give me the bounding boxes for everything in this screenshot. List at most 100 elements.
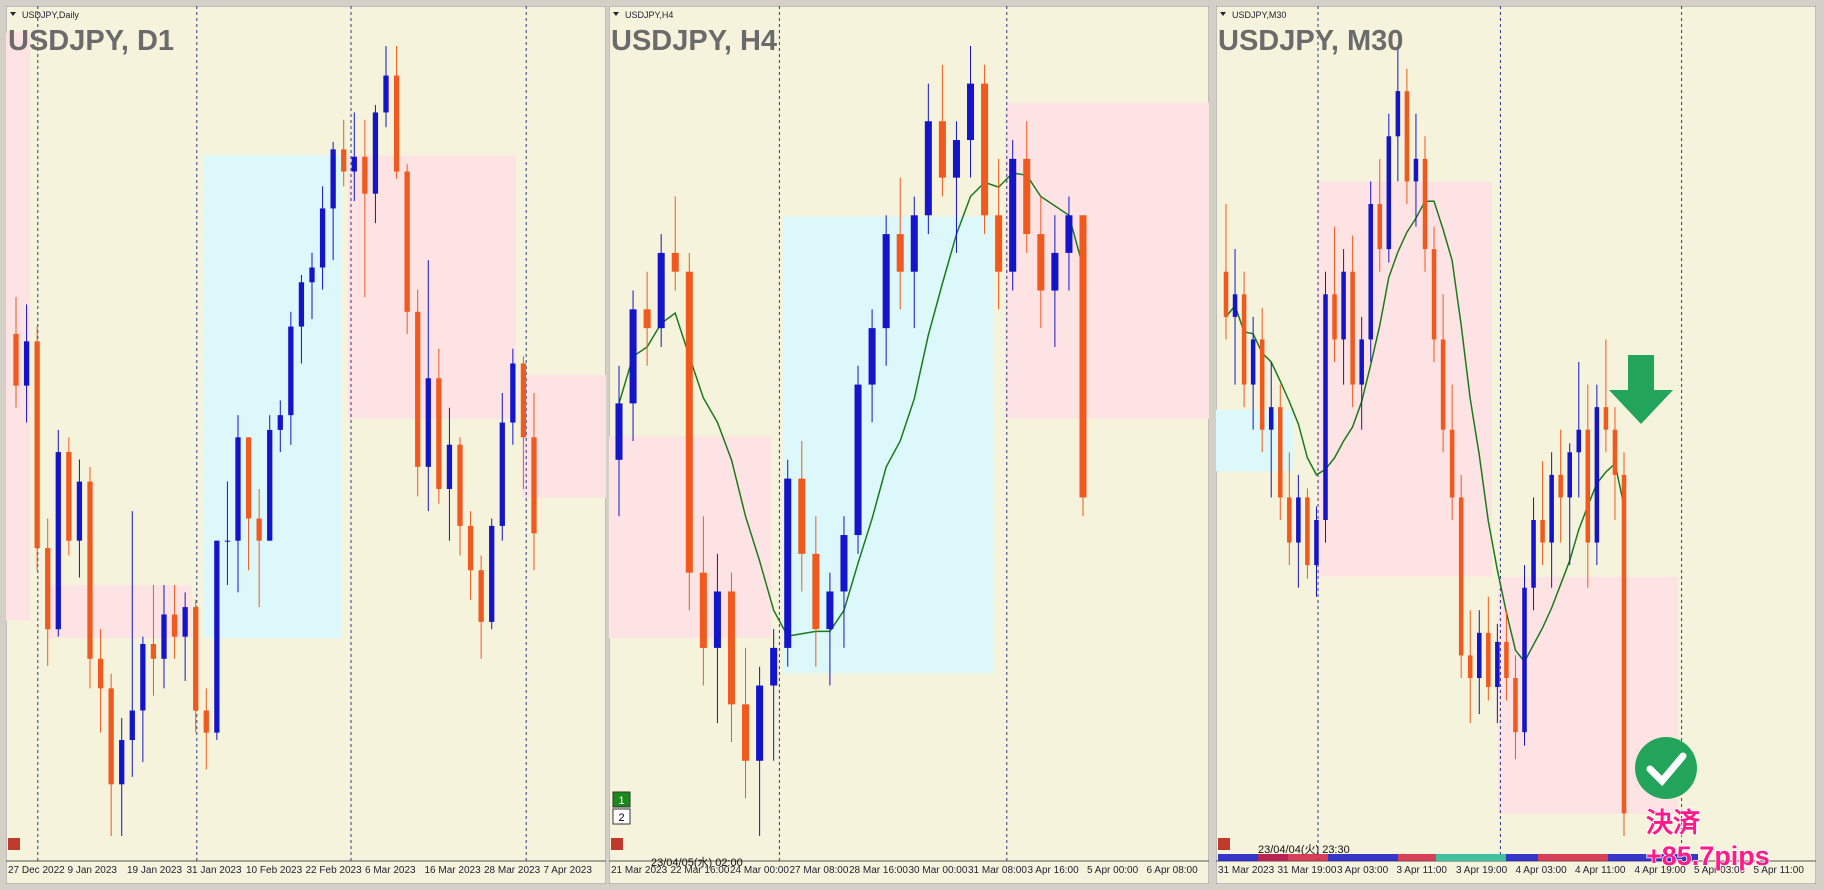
candle-body — [896, 234, 904, 272]
candle-body — [45, 548, 51, 630]
candle-body — [1477, 632, 1482, 678]
candle-body — [671, 252, 679, 272]
x-tick-label: 3 Apr 16:00 — [1028, 865, 1080, 876]
candle-body — [1287, 497, 1292, 543]
candle-body — [1065, 215, 1073, 253]
candle-body — [362, 156, 368, 194]
candle-body — [1603, 407, 1609, 430]
candle-body — [1594, 407, 1600, 543]
candle-body — [150, 644, 157, 659]
status-strip — [1538, 854, 1608, 861]
x-tick-label: 31 Mar 08:00 — [968, 865, 1027, 876]
candle-body — [615, 403, 623, 460]
candle-body — [415, 311, 421, 467]
zone — [6, 32, 30, 621]
x-tick-label: 27 Mar 08:00 — [790, 865, 849, 876]
candle-body — [34, 341, 40, 549]
annotation: +85.7pips — [1646, 841, 1770, 871]
button[interactable] — [612, 791, 631, 808]
candle-body — [798, 478, 806, 554]
chart: USDJPY,H4 USDJPY, H4 21 Mar 2023 22 Mar 16:… — [608, 5, 1210, 885]
candle-body — [1422, 158, 1428, 250]
candle-body — [425, 378, 431, 467]
candle-body — [1431, 249, 1437, 340]
candle-body — [489, 525, 495, 622]
toolbar-icon — [1218, 838, 1230, 850]
candle-body — [119, 740, 125, 785]
candle-body — [224, 540, 231, 542]
candle-body — [854, 384, 862, 536]
candle-body — [499, 422, 505, 526]
x-tick-label: 5 Apr 11:00 — [1754, 865, 1805, 876]
candle-body — [812, 553, 820, 630]
chart-title: USDJPY, M30 — [1218, 25, 1403, 57]
candle-body — [1540, 520, 1545, 543]
chart: USDJPY,M30 USDJPY, M30 31 Mar 2023 31 Mar 1… — [1215, 5, 1817, 885]
candle-body — [1359, 339, 1364, 385]
x-tick-label: 4 Apr 03:00 — [1516, 865, 1568, 876]
candle-body — [1449, 429, 1455, 498]
candle-body — [1350, 271, 1355, 385]
check-mark — [1646, 752, 1687, 787]
candle-body — [404, 171, 410, 312]
status-strip — [1398, 854, 1468, 861]
chart-header: USDJPY,H4 — [625, 10, 673, 20]
candle-body — [1585, 429, 1591, 543]
button[interactable] — [612, 808, 631, 825]
candle-body — [1314, 520, 1319, 566]
candle-body — [685, 271, 693, 573]
candle-body — [629, 309, 637, 404]
x-tick-label: 3 Apr 11:00 — [1397, 865, 1448, 876]
timestamp: 23/04/05(水) 02:00 — [651, 856, 743, 869]
candle-body — [924, 121, 932, 216]
candle-body — [531, 437, 537, 534]
annotation: 決済 — [1646, 807, 1701, 838]
candle-body — [309, 267, 315, 283]
candle-body — [1305, 497, 1310, 566]
x-tick-label: 31 Mar 19:00 — [1278, 865, 1337, 876]
candle-body — [882, 234, 890, 329]
signal-arrow — [1609, 355, 1673, 424]
candle-body — [1495, 641, 1500, 688]
candle-body — [1259, 339, 1265, 430]
candle-body — [393, 75, 400, 172]
candle-body — [1513, 678, 1518, 733]
candle-body — [478, 570, 484, 622]
candle-body — [1621, 474, 1627, 814]
status-strip — [1328, 854, 1398, 861]
candle-body — [256, 518, 262, 541]
candle-body — [1079, 215, 1087, 498]
candle-body — [182, 607, 188, 637]
candle-body — [383, 75, 389, 113]
candle-body — [267, 429, 273, 541]
chart: USDJPY,Daily USDJPY, D1 27 Dec 2022 9 Jan 2… — [5, 5, 607, 885]
candle-body — [1440, 339, 1446, 430]
candle-body — [1467, 655, 1473, 678]
chart-title: USDJPY, H4 — [611, 25, 777, 57]
x-tick-label: 16 Mar 2023 — [425, 865, 482, 876]
candle-body — [770, 647, 778, 686]
candle-body — [520, 363, 527, 438]
button-label[interactable]: 1 — [618, 795, 624, 807]
candle-body — [1332, 294, 1337, 340]
x-tick-label: 30 Mar 00:00 — [909, 865, 968, 876]
candle-body — [784, 478, 792, 648]
candle-body — [713, 591, 721, 648]
candle-body — [288, 326, 294, 416]
candle-body — [643, 309, 651, 329]
timestamp: 23/04/04(火) 23:30 — [1258, 844, 1350, 856]
x-tick-label: 4 Apr 11:00 — [1575, 865, 1626, 876]
candle-body — [1558, 474, 1563, 498]
button-label[interactable]: 2 — [618, 812, 624, 824]
candle-body — [1341, 271, 1346, 340]
x-tick-label: 28 Mar 2023 — [484, 865, 541, 876]
candle-body — [1296, 497, 1301, 543]
status-strip — [1436, 854, 1506, 861]
x-tick-label: 19 Jan 2023 — [127, 865, 182, 876]
candle-body — [245, 437, 252, 519]
chart-panel: USDJPY,Daily USDJPY, D1 27 Dec 2022 9 Jan 2… — [5, 5, 607, 885]
status-strip — [1218, 854, 1288, 861]
x-tick-label: 28 Mar 16:00 — [849, 865, 908, 876]
candle-body — [995, 215, 1003, 272]
candle-body — [277, 415, 283, 430]
